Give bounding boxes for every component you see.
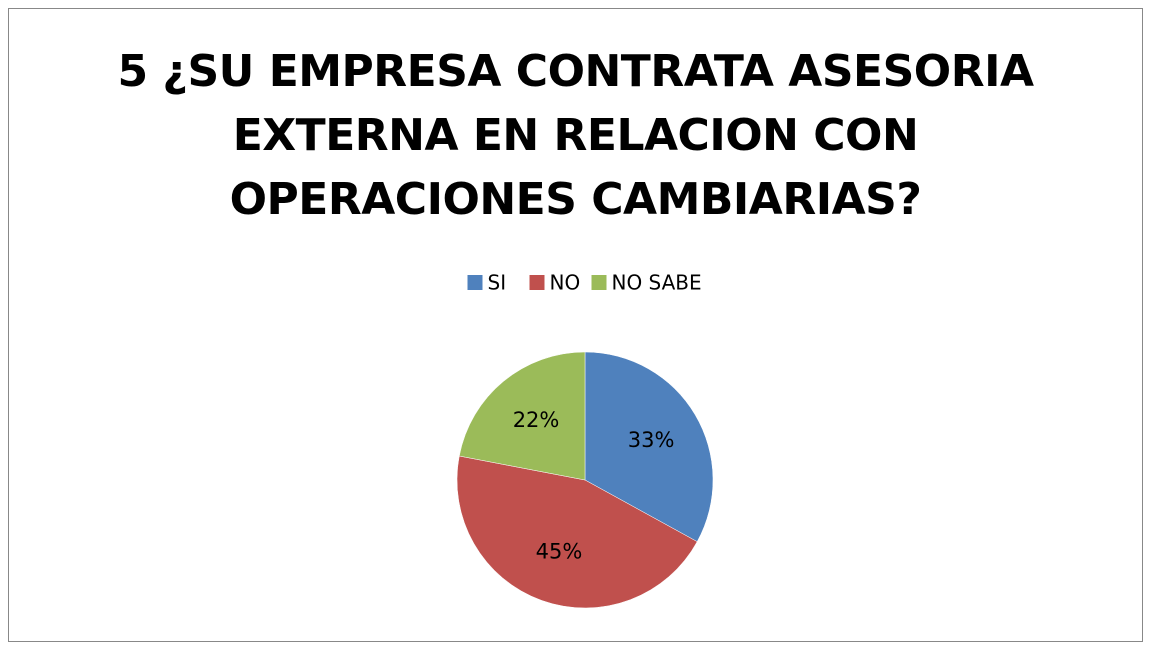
data-label: 22% <box>513 408 560 432</box>
data-label: 45% <box>536 539 583 563</box>
pie-slice <box>458 351 586 481</box>
pie-slice <box>456 455 698 609</box>
chart-title: 5 ¿SU EMPRESA CONTRATA ASESORIA EXTERNA … <box>117 46 1035 225</box>
data-label: 33% <box>628 428 675 452</box>
legend-swatch <box>529 275 545 290</box>
pie-slice <box>584 351 714 543</box>
legend-swatch <box>591 275 607 290</box>
legend-swatch <box>467 275 483 290</box>
legend-label: SI <box>488 271 507 295</box>
legend-label: NO <box>550 271 581 295</box>
legend-label: NO SABE <box>612 271 702 295</box>
